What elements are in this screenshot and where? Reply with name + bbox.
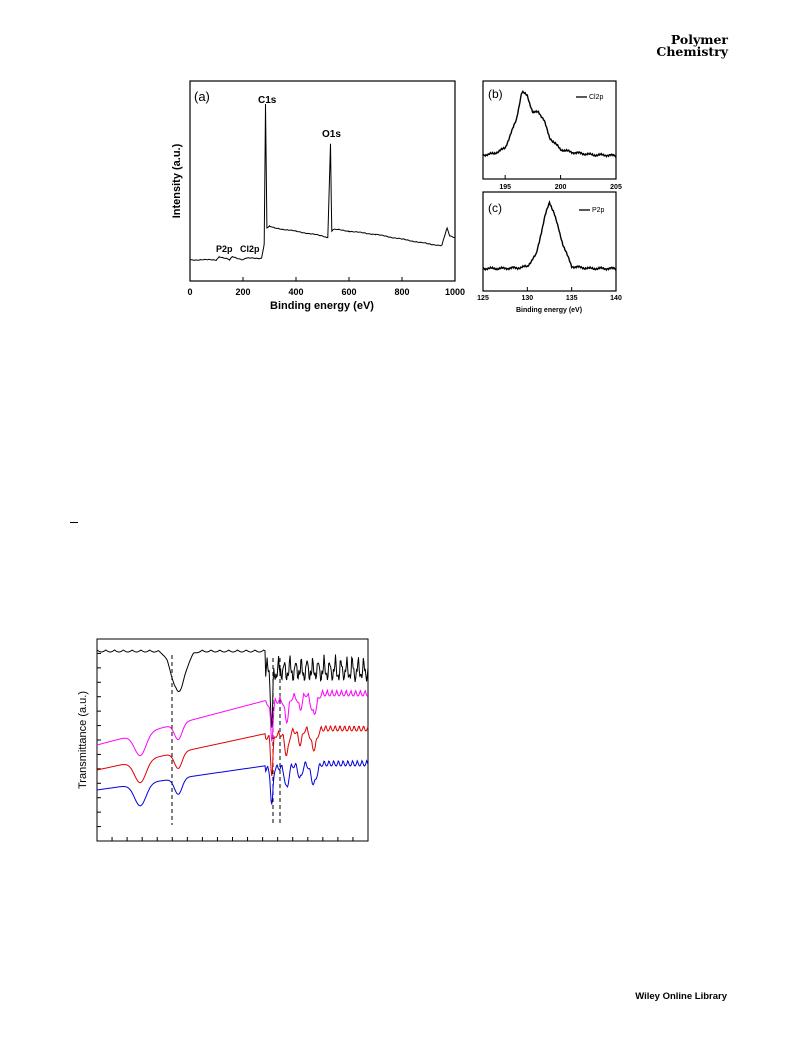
panel-a-frame xyxy=(189,80,456,282)
panel-b-spectrum xyxy=(482,90,617,159)
c1s-annotation: C1s xyxy=(258,95,277,106)
panel-a-xlabel: Binding energy (eV) xyxy=(270,300,374,312)
xtick-label: 200 xyxy=(555,184,567,191)
ftir-ylabel: Transmittance (a.u.) xyxy=(77,691,89,789)
panel-a-xticks: 0 200 400 600 800 1000 xyxy=(187,277,465,297)
panel-b: (b) Cl2p 195 200 205 xyxy=(482,80,622,191)
panel-a: (a) 0 200 400 600 800 1000 C1s O1s P2p Cl2p B… xyxy=(171,80,465,312)
panel-a-label: (a) xyxy=(194,89,210,104)
ftir-figure: Transmittance (a.u.) xyxy=(77,638,369,842)
xtick-label: 195 xyxy=(499,184,511,191)
xtick-label: 0 xyxy=(187,287,192,297)
xtick-label: 125 xyxy=(477,295,489,302)
xtick-label: 140 xyxy=(610,295,622,302)
xtick-label: 130 xyxy=(521,295,533,302)
xtick-label: 800 xyxy=(394,287,409,297)
ftir-ticks xyxy=(96,638,369,842)
o1s-annotation: O1s xyxy=(322,129,341,140)
ftir-series-magenta xyxy=(96,688,369,757)
xtick-label: 135 xyxy=(566,295,578,302)
ftir-series-blue xyxy=(96,759,369,807)
cl2p-annotation: Cl2p xyxy=(240,244,260,254)
panel-b-frame xyxy=(482,80,617,180)
panel-c-xlabel: Binding energy (eV) xyxy=(516,307,582,314)
panel-a-spectrum xyxy=(189,103,456,262)
ftir-frame xyxy=(96,638,369,842)
xtick-label: 600 xyxy=(341,287,356,297)
panel-c: (c) P2p 125 130 135 140 Binding energy (eV) xyxy=(477,191,622,314)
p2p-annotation: P2p xyxy=(216,244,233,254)
panel-c-legend: P2p xyxy=(592,207,605,214)
ftir-series-black xyxy=(96,649,369,728)
panel-c-spectrum xyxy=(482,200,617,272)
ftir-series-red xyxy=(96,724,369,784)
panel-c-label: (c) xyxy=(488,201,502,215)
xps-figure: (a) 0 200 400 600 800 1000 C1s O1s P2p Cl2p B… xyxy=(171,80,622,314)
panel-b-legend: Cl2p xyxy=(589,94,604,101)
xtick-label: 205 xyxy=(610,184,622,191)
journal-name-line1: Polymer xyxy=(670,32,728,47)
panel-b-xticks: 195 200 205 xyxy=(499,175,622,191)
xtick-label: 400 xyxy=(288,287,303,297)
panel-b-label: (b) xyxy=(488,87,503,101)
journal-name: Polymer Chemistry xyxy=(656,32,728,59)
panel-c-frame xyxy=(482,191,617,292)
footer-publisher: Wiley Online Library xyxy=(635,991,727,1002)
panel-c-xticks: 125 130 135 140 xyxy=(477,287,622,302)
panel-a-ylabel: Intensity (a.u.) xyxy=(171,143,183,218)
journal-name-line2: Chemistry xyxy=(656,44,728,59)
xtick-label: 200 xyxy=(235,287,250,297)
xtick-label: 1000 xyxy=(445,287,465,297)
stray-dash xyxy=(70,522,78,523)
